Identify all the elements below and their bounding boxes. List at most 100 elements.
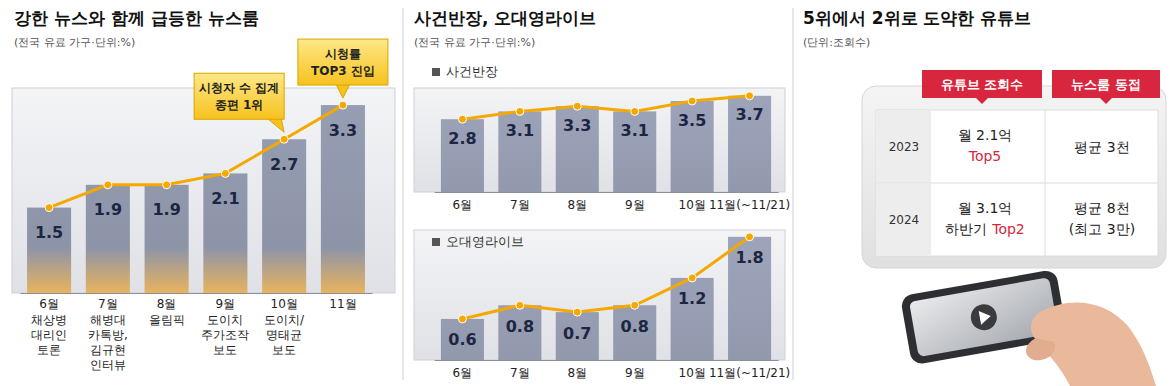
x-axis: 6월7월8월9월10월11월 [21, 293, 373, 311]
bar [262, 139, 306, 293]
data-label: 3.3 [563, 116, 591, 135]
category-note: 대리인 [31, 328, 67, 342]
line [462, 237, 749, 319]
cell-text: (최고 3만) [1069, 221, 1135, 237]
x-axis-line [435, 192, 779, 193]
line [462, 96, 749, 119]
data-label: 1.8 [735, 248, 763, 267]
x-tick-label: 9월 [216, 297, 236, 311]
x-tick-label: 6월 [39, 297, 59, 311]
x-tick: 11월(~11/21) [709, 360, 790, 380]
bar [728, 237, 771, 360]
line-marker [573, 102, 581, 110]
x-axis: 6월7월8월9월10월11월(~11/21) [435, 192, 791, 212]
table-box [876, 110, 1158, 256]
x-tick-label: 8월 [567, 366, 587, 380]
x-tick: 10월 [679, 192, 706, 212]
x-tick-label: 7월 [98, 297, 118, 311]
thumb [1026, 338, 1055, 360]
plot-frame [414, 88, 785, 192]
x-tick-label: 10월 [679, 366, 706, 380]
table-title: 5위에서 2위로 도약한 유튜브 [803, 8, 1031, 28]
data-label: 2.7 [270, 155, 298, 174]
plot-area [27, 101, 365, 293]
line-marker [573, 308, 581, 316]
line-marker [104, 181, 112, 189]
chart-title: 사건반장, 오대영라이브 [414, 8, 596, 28]
category-note: 토론 [37, 343, 61, 357]
category-note: 보도 [272, 343, 296, 357]
year-label: 2023 [889, 140, 920, 154]
annotation-box [194, 73, 284, 119]
page: 강한 뉴스와 함께 급등한 뉴스룸 (전국 유료 가구·단위:%) 1.5 1.9 1.… [0, 0, 1173, 386]
x-axis-line [21, 293, 373, 294]
data-label: 3.1 [621, 121, 649, 140]
cell-text: 평균 3천 [1074, 139, 1129, 155]
bar [203, 173, 247, 293]
chart-svg: 강한 뉴스와 함께 급등한 뉴스룸 (전국 유료 가구·단위:%) 1.5 1.9 1.… [0, 0, 1173, 386]
year-cell [877, 184, 931, 256]
x-tick: 8월 [567, 192, 587, 212]
line-marker [746, 233, 754, 241]
bar [498, 111, 541, 192]
category-note: 도이치/ [264, 313, 305, 327]
chart-subtitle: (전국 유료 가구·단위:%) [14, 36, 135, 49]
panel-separator [403, 8, 404, 380]
annotation-text: TOP3 진입 [311, 64, 375, 78]
column-header: 뉴스룸 동접 [1071, 77, 1141, 92]
bar [613, 305, 656, 360]
category-note: 김규현 [90, 343, 126, 357]
line-marker [280, 135, 288, 143]
x-tick-label: 6월 [453, 198, 473, 212]
data-label: 1.9 [152, 200, 180, 219]
data-label: 2.1 [211, 189, 239, 208]
chart-subtitle: (전국 유료 가구·단위:%) [414, 36, 535, 49]
line-marker [458, 315, 466, 323]
category-note: 주가조작 [201, 328, 249, 342]
bar [728, 96, 771, 192]
annotation-text: 종편 1위 [215, 98, 264, 112]
data-label: 3.5 [678, 111, 706, 130]
annotation-pointer [336, 84, 350, 98]
plot-area [441, 233, 771, 360]
x-tick-label: 10월 [679, 198, 706, 212]
x-tick: 6월 [453, 360, 473, 380]
line-marker [631, 107, 639, 115]
data-label: 3.1 [506, 121, 534, 140]
data-label: 0.7 [563, 324, 591, 343]
bar [441, 119, 484, 192]
bar [145, 185, 189, 293]
legend-swatch [432, 238, 440, 246]
plot-area [441, 92, 771, 192]
cell-highlight: Top5 [968, 148, 1002, 164]
data-label: 1.9 [94, 200, 122, 219]
x-tick: 11월 [329, 293, 356, 311]
line-marker [688, 274, 696, 282]
panel-separator [793, 8, 794, 380]
x-tick-label: 11월(~11/21) [709, 198, 790, 212]
bar [498, 305, 541, 360]
year-label: 2024 [889, 213, 920, 227]
table-subtitle: (단위:조회수) [803, 36, 870, 49]
bar [613, 111, 656, 192]
data-label: 2.8 [448, 129, 476, 148]
x-tick: 9월 [625, 360, 645, 380]
cell-text: 평균 8천 [1074, 200, 1129, 216]
header-tag [1052, 70, 1160, 98]
cell-text: 하반기Top2 [945, 221, 1025, 237]
line-marker [746, 92, 754, 100]
chart-title: 강한 뉴스와 함께 급등한 뉴스룸 [14, 8, 259, 28]
data-label: 3.7 [735, 105, 763, 124]
data-label: 0.6 [448, 330, 476, 349]
x-axis-line [435, 360, 779, 361]
legend-swatch [432, 68, 440, 76]
legend-label: 오대영라이브 [446, 234, 524, 249]
x-tick-label: 7월 [510, 366, 530, 380]
bar [671, 278, 714, 360]
data-label: 0.8 [621, 317, 649, 336]
line-marker [163, 181, 171, 189]
line-marker [516, 107, 524, 115]
data-label: 1.5 [35, 223, 63, 242]
line-marker [45, 204, 53, 212]
annotation-pointer [267, 118, 284, 132]
